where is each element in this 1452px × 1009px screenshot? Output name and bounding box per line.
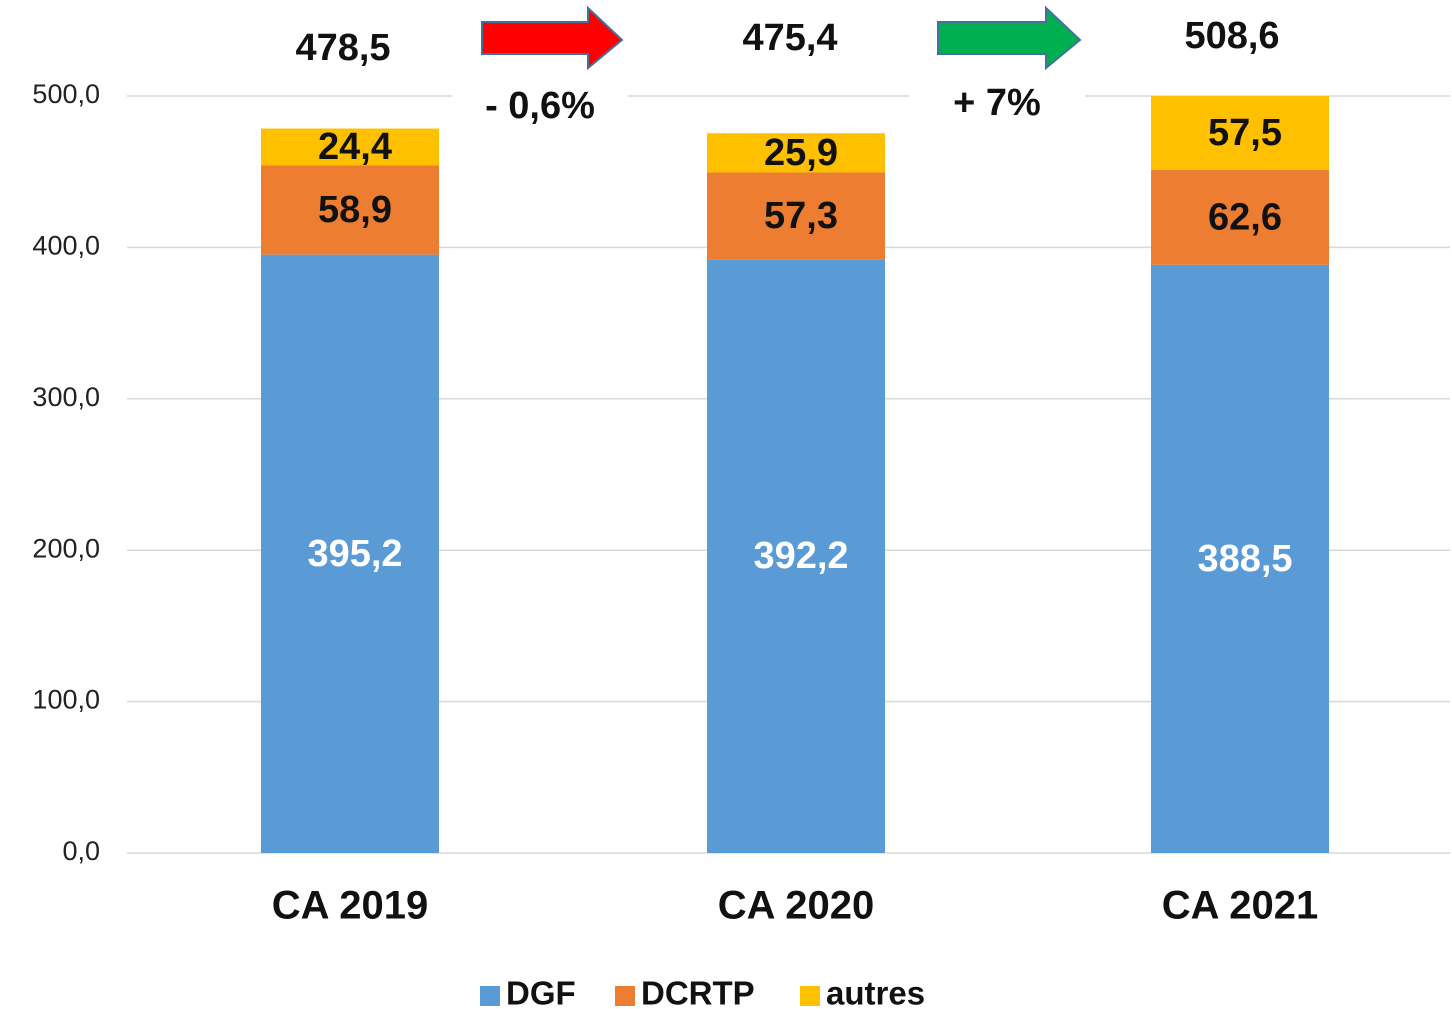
bar-segment bbox=[261, 128, 439, 166]
data-label: 395,2 bbox=[307, 533, 402, 575]
arrow-green bbox=[937, 5, 1082, 71]
y-tick-label: 500,0 bbox=[32, 79, 100, 109]
bar-segment bbox=[261, 254, 439, 853]
bar-segment bbox=[1151, 96, 1329, 171]
data-label: 57,3 bbox=[764, 195, 838, 237]
bar-segment bbox=[707, 259, 885, 853]
legend-swatch bbox=[800, 986, 820, 1006]
annotation: 475,4 bbox=[742, 17, 837, 59]
legend-swatch bbox=[480, 986, 500, 1006]
annotation-bg bbox=[909, 79, 1085, 131]
x-tick-label: CA 2021 bbox=[1162, 884, 1318, 928]
x-tick-label: CA 2019 bbox=[272, 884, 428, 928]
y-tick-label: 0,0 bbox=[62, 836, 100, 866]
y-tick-label: 100,0 bbox=[32, 685, 100, 715]
legend-label: autres bbox=[826, 975, 925, 1009]
annotation: 508,6 bbox=[1184, 15, 1279, 57]
legend-label: DGF bbox=[506, 975, 576, 1009]
bar-segment bbox=[1151, 170, 1329, 265]
data-label: 25,9 bbox=[764, 132, 838, 174]
bar-segment bbox=[1151, 264, 1329, 853]
legend-label: DCRTP bbox=[641, 975, 755, 1009]
x-tick-label: CA 2020 bbox=[718, 884, 874, 928]
bar-segment bbox=[707, 133, 885, 173]
annotation: - 0,6% bbox=[485, 85, 595, 127]
bar-segment bbox=[261, 165, 439, 255]
data-label: 57,5 bbox=[1208, 112, 1282, 154]
data-label: 392,2 bbox=[753, 535, 848, 577]
data-label: 58,9 bbox=[318, 189, 392, 231]
annotation: 478,5 bbox=[295, 27, 390, 69]
y-tick-label: 400,0 bbox=[32, 231, 100, 261]
legend-swatch bbox=[615, 986, 635, 1006]
arrow-red bbox=[481, 5, 624, 71]
data-label: 388,5 bbox=[1197, 538, 1292, 580]
bars bbox=[261, 96, 1329, 853]
annotation: + 7% bbox=[953, 82, 1041, 124]
data-label: 62,6 bbox=[1208, 196, 1282, 238]
data-label: 24,4 bbox=[318, 126, 392, 168]
y-tick-label: 300,0 bbox=[32, 382, 100, 412]
annotation-bg bbox=[452, 82, 628, 134]
y-tick-label: 200,0 bbox=[32, 533, 100, 563]
bar-segment bbox=[707, 172, 885, 260]
